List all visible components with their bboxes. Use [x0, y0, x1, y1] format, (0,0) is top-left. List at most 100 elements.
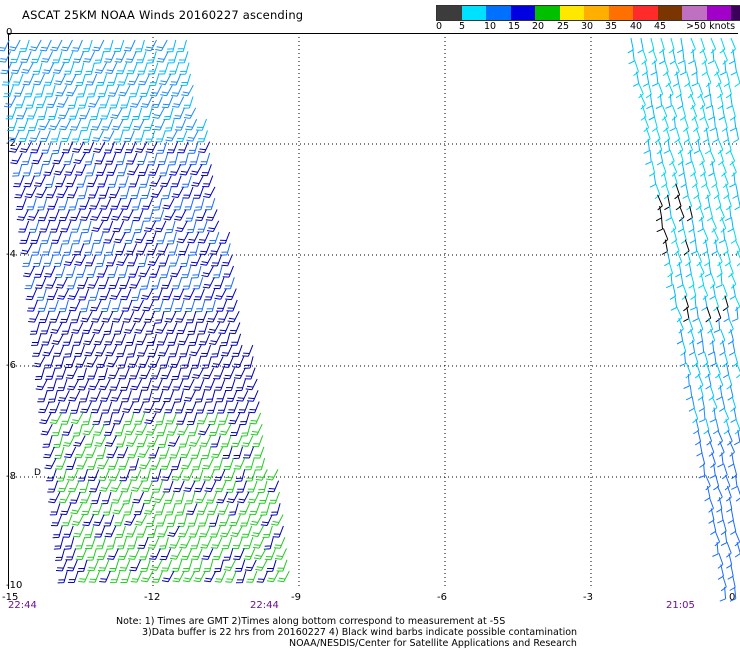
wind-barb — [77, 559, 88, 572]
wind-barb — [9, 141, 22, 153]
wind-barb — [230, 333, 242, 346]
wind-barb — [641, 49, 648, 65]
wind-barb — [78, 198, 90, 210]
wind-barb — [664, 127, 671, 144]
wind-barb — [210, 254, 223, 267]
wind-barb — [91, 220, 104, 232]
wind-barb — [158, 254, 170, 267]
wind-barb — [195, 299, 206, 313]
wind-barb — [145, 322, 156, 335]
wind-barb — [253, 446, 265, 459]
wind-barb — [224, 277, 235, 290]
wind-barb — [136, 51, 147, 64]
note-line-2: 3)Data buffer is 22 hrs from 20160227 4)… — [142, 627, 578, 638]
wind-barb — [247, 491, 260, 504]
wind-barb — [57, 570, 68, 584]
wind-barb — [84, 254, 97, 267]
wind-barb — [173, 390, 184, 403]
wind-barb — [104, 435, 117, 447]
wind-barb — [700, 161, 706, 177]
wind-barb — [201, 356, 212, 369]
wind-barb — [74, 537, 86, 550]
wind-barb — [712, 127, 719, 143]
wind-barb — [719, 396, 726, 412]
wind-barb — [88, 378, 101, 391]
wind-barb — [56, 469, 67, 482]
wind-barb — [13, 85, 25, 97]
wind-barb — [709, 407, 716, 423]
wind-barb — [132, 209, 144, 222]
wind-barb — [139, 367, 152, 380]
wind-barb — [136, 152, 148, 165]
wind-barb — [60, 39, 73, 52]
wind-barb — [65, 175, 78, 188]
wind-barb — [150, 186, 164, 198]
wind-barb — [57, 480, 70, 493]
wind-barb — [226, 299, 238, 312]
wind-barb — [246, 480, 258, 493]
wind-barb — [214, 378, 226, 391]
wind-barb — [691, 105, 698, 121]
wind-barb — [169, 73, 182, 86]
wind-barb — [68, 107, 80, 120]
y-tick-minus8: -8 — [6, 471, 16, 482]
wind-barb — [729, 116, 737, 132]
wind-barb — [696, 329, 703, 345]
wind-barb — [78, 96, 89, 109]
wind-barb — [27, 209, 40, 221]
wind-barb — [180, 356, 191, 369]
wind-barb — [76, 367, 87, 381]
wind-barb — [122, 491, 133, 505]
wind-barb — [267, 480, 280, 493]
wind-barb — [127, 446, 139, 459]
wind-barb — [204, 198, 216, 211]
wind-barb — [143, 209, 154, 222]
wind-barb — [42, 435, 53, 448]
wind-barb — [642, 71, 650, 87]
wind-barb — [137, 537, 149, 549]
wind-barb — [140, 570, 154, 583]
wind-barb — [114, 141, 126, 154]
wind-barb — [655, 93, 663, 109]
wind-barb — [729, 586, 737, 602]
wind-barb — [151, 570, 163, 583]
wind-barb — [35, 186, 48, 199]
wind-barb — [237, 491, 250, 504]
wind-barb — [241, 525, 253, 538]
wind-barb — [76, 277, 89, 289]
wind-barb — [101, 401, 113, 414]
wind-barb — [225, 480, 237, 493]
wind-barb — [39, 220, 51, 233]
wind-barb — [124, 514, 137, 526]
wind-barb — [49, 412, 63, 424]
wind-barb — [12, 164, 23, 177]
wind-barb — [200, 254, 213, 266]
wind-barb — [699, 37, 706, 54]
wind-barb — [113, 231, 126, 244]
wind-barb — [215, 390, 227, 403]
wind-barb — [105, 152, 117, 165]
wind-barb — [196, 503, 209, 515]
wind-barb — [244, 559, 257, 572]
wind-barb — [52, 152, 65, 165]
wind-barb — [207, 322, 221, 334]
wind-barb — [65, 367, 78, 379]
wind-barb — [125, 525, 138, 538]
wind-barb — [727, 261, 734, 278]
wind-barb — [191, 175, 204, 187]
wind-barb — [697, 340, 705, 356]
wind-barb — [143, 220, 157, 232]
wind-barb — [715, 273, 723, 289]
wind-barb — [119, 469, 131, 482]
wind-barb — [108, 186, 121, 199]
wind-barb — [218, 412, 229, 425]
wind-barb — [142, 390, 153, 403]
wind-barb — [210, 344, 221, 358]
wind-barb — [669, 49, 676, 65]
wind-barb — [15, 198, 27, 210]
wind-barb — [116, 537, 127, 550]
wind-barb — [165, 130, 178, 142]
wind-barb — [160, 457, 172, 470]
wind-barb — [140, 186, 152, 199]
wind-barb — [4, 96, 17, 108]
